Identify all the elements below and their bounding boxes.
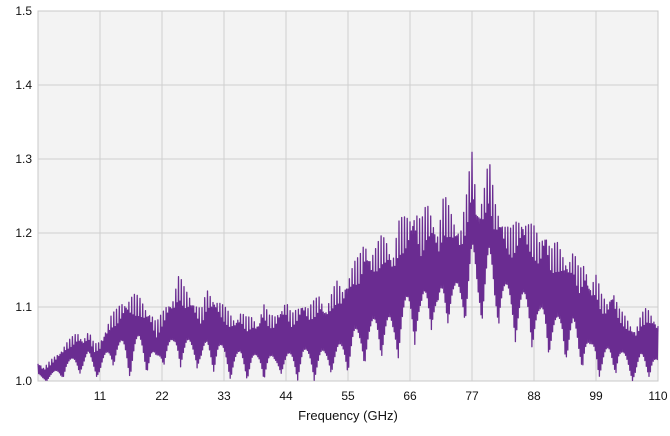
y-tick-label: 1.0	[15, 374, 32, 388]
x-tick-label: 88	[527, 389, 541, 403]
y-axis: 1.0 1.1 1.2 1.3 1.4 1.5	[15, 4, 32, 388]
x-axis: 11 22 33 44 55 66 77 88 99 110	[94, 389, 668, 403]
x-tick-label: 77	[465, 389, 479, 403]
y-tick-label: 1.2	[15, 226, 32, 240]
x-tick-label: 11	[94, 389, 107, 403]
y-tick-label: 1.5	[15, 4, 32, 18]
x-tick-label: 33	[217, 389, 231, 403]
x-tick-label: 110	[648, 389, 667, 403]
y-tick-label: 1.4	[15, 78, 32, 92]
x-tick-label: 99	[589, 389, 603, 403]
y-tick-label: 1.3	[15, 152, 32, 166]
y-tick-label: 1.1	[15, 300, 32, 314]
x-tick-label: 22	[155, 389, 169, 403]
x-tick-label: 55	[341, 389, 355, 403]
x-tick-label: 44	[279, 389, 293, 403]
x-axis-title: Frequency (GHz)	[298, 408, 398, 423]
x-tick-label: 66	[403, 389, 417, 403]
series-line	[37, 151, 659, 382]
